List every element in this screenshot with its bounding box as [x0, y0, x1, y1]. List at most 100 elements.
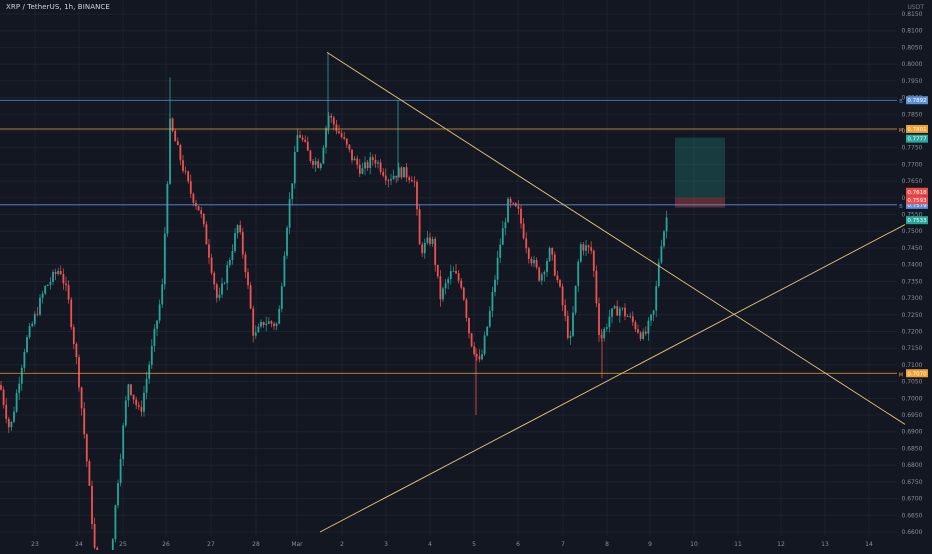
- candle-body: [423, 242, 426, 254]
- candle-body: [644, 331, 647, 334]
- candle-body: [520, 208, 522, 224]
- candle-body: [462, 287, 465, 300]
- candle-body: [2, 389, 5, 405]
- candle-body: [88, 461, 91, 486]
- candle-body: [111, 539, 114, 554]
- candle-body: [434, 238, 437, 265]
- candle-body: [70, 299, 73, 328]
- candle-body: [332, 117, 335, 125]
- candle-body: [533, 259, 535, 264]
- candle-body: [127, 384, 130, 401]
- candle-body: [218, 294, 221, 298]
- date-tick-label: 8: [605, 541, 609, 548]
- candle-body: [234, 233, 236, 251]
- candle-body: [665, 217, 668, 232]
- candle-body: [80, 387, 83, 409]
- candle-body: [158, 304, 161, 321]
- candle-body: [91, 485, 93, 525]
- price-tick-label: 0.7350: [902, 278, 923, 285]
- candle-body: [426, 237, 429, 243]
- candle-body: [447, 279, 450, 284]
- candle-body: [119, 459, 122, 484]
- candle-body: [135, 399, 138, 406]
- symbol-title[interactable]: XRP / TetherUS, 1h, BINANCE: [6, 3, 110, 11]
- candle-body: [590, 247, 593, 251]
- candle-body: [312, 160, 314, 165]
- candle-body: [660, 246, 663, 263]
- candle-body: [239, 225, 242, 233]
- date-tick-label: 3: [384, 541, 388, 548]
- candle-body: [200, 210, 203, 214]
- candle-body: [379, 162, 382, 172]
- candle-body: [192, 193, 195, 203]
- price-tick-label: 0.6650: [902, 512, 923, 519]
- candle-body: [137, 405, 140, 407]
- candle-body: [299, 135, 301, 138]
- candle-body: [338, 131, 340, 134]
- candle-body: [161, 284, 164, 305]
- candle-body: [348, 144, 351, 150]
- axis-price-badge: [906, 187, 928, 196]
- candle-body: [374, 160, 377, 164]
- candle-body: [621, 307, 624, 309]
- candle-body: [275, 323, 278, 327]
- candle-body: [478, 356, 481, 360]
- candle-body: [309, 150, 312, 161]
- price-tick-label: 0.8000: [902, 61, 923, 68]
- candle-body: [257, 326, 260, 333]
- candle-body: [176, 141, 179, 145]
- candle-body: [23, 351, 26, 368]
- candle-body: [488, 310, 491, 327]
- candle-body: [449, 271, 452, 280]
- level-price-badge: [906, 124, 928, 133]
- candle-body: [579, 244, 582, 262]
- candle-body: [418, 209, 421, 245]
- candle-body: [293, 151, 296, 184]
- price-tick-label: 0.6950: [902, 412, 923, 419]
- candle-body: [592, 250, 595, 271]
- candle-body: [387, 180, 390, 182]
- candle-body: [551, 247, 554, 255]
- candle-body: [150, 345, 153, 365]
- candle-body: [166, 183, 169, 234]
- candle-body: [283, 255, 286, 287]
- candle-body: [241, 232, 244, 255]
- candle-body: [452, 271, 455, 272]
- candle-body: [361, 168, 364, 174]
- candle-body: [356, 158, 359, 165]
- candle-body: [525, 238, 528, 249]
- price-tick-label: 0.7750: [902, 145, 923, 152]
- candle-body: [124, 400, 127, 426]
- level-tag: M: [899, 128, 903, 134]
- candle-body: [473, 346, 476, 355]
- candle-body: [49, 281, 52, 285]
- level-price-badge: [906, 200, 928, 209]
- currency-label: USDT: [907, 4, 925, 11]
- price-tick-label: 0.6850: [902, 445, 923, 452]
- candle-body: [317, 161, 320, 168]
- candle-body: [444, 283, 447, 289]
- candle-body: [512, 202, 515, 204]
- descending-trendline: [326, 52, 906, 425]
- axis-price-badge: [906, 196, 928, 205]
- price-tick-label: 0.6800: [902, 462, 923, 469]
- axis-price-label: 0.7618: [907, 190, 927, 196]
- candle-body: [657, 262, 660, 287]
- price-tick-label: 0.6900: [902, 429, 923, 436]
- candle-body: [465, 299, 468, 318]
- candle-body: [494, 279, 496, 293]
- candle-body: [215, 284, 218, 298]
- candle-body: [535, 259, 538, 268]
- price-tick-label: 0.7500: [902, 228, 923, 235]
- price-tick-label: 0.7250: [902, 312, 923, 319]
- candle-body: [78, 357, 80, 388]
- candle-body: [278, 308, 281, 324]
- candle-body: [626, 316, 629, 317]
- candle-body: [405, 167, 408, 178]
- candle-body: [59, 270, 62, 275]
- candle-body: [366, 162, 369, 169]
- candle-body: [244, 254, 247, 273]
- candle-body: [39, 297, 41, 315]
